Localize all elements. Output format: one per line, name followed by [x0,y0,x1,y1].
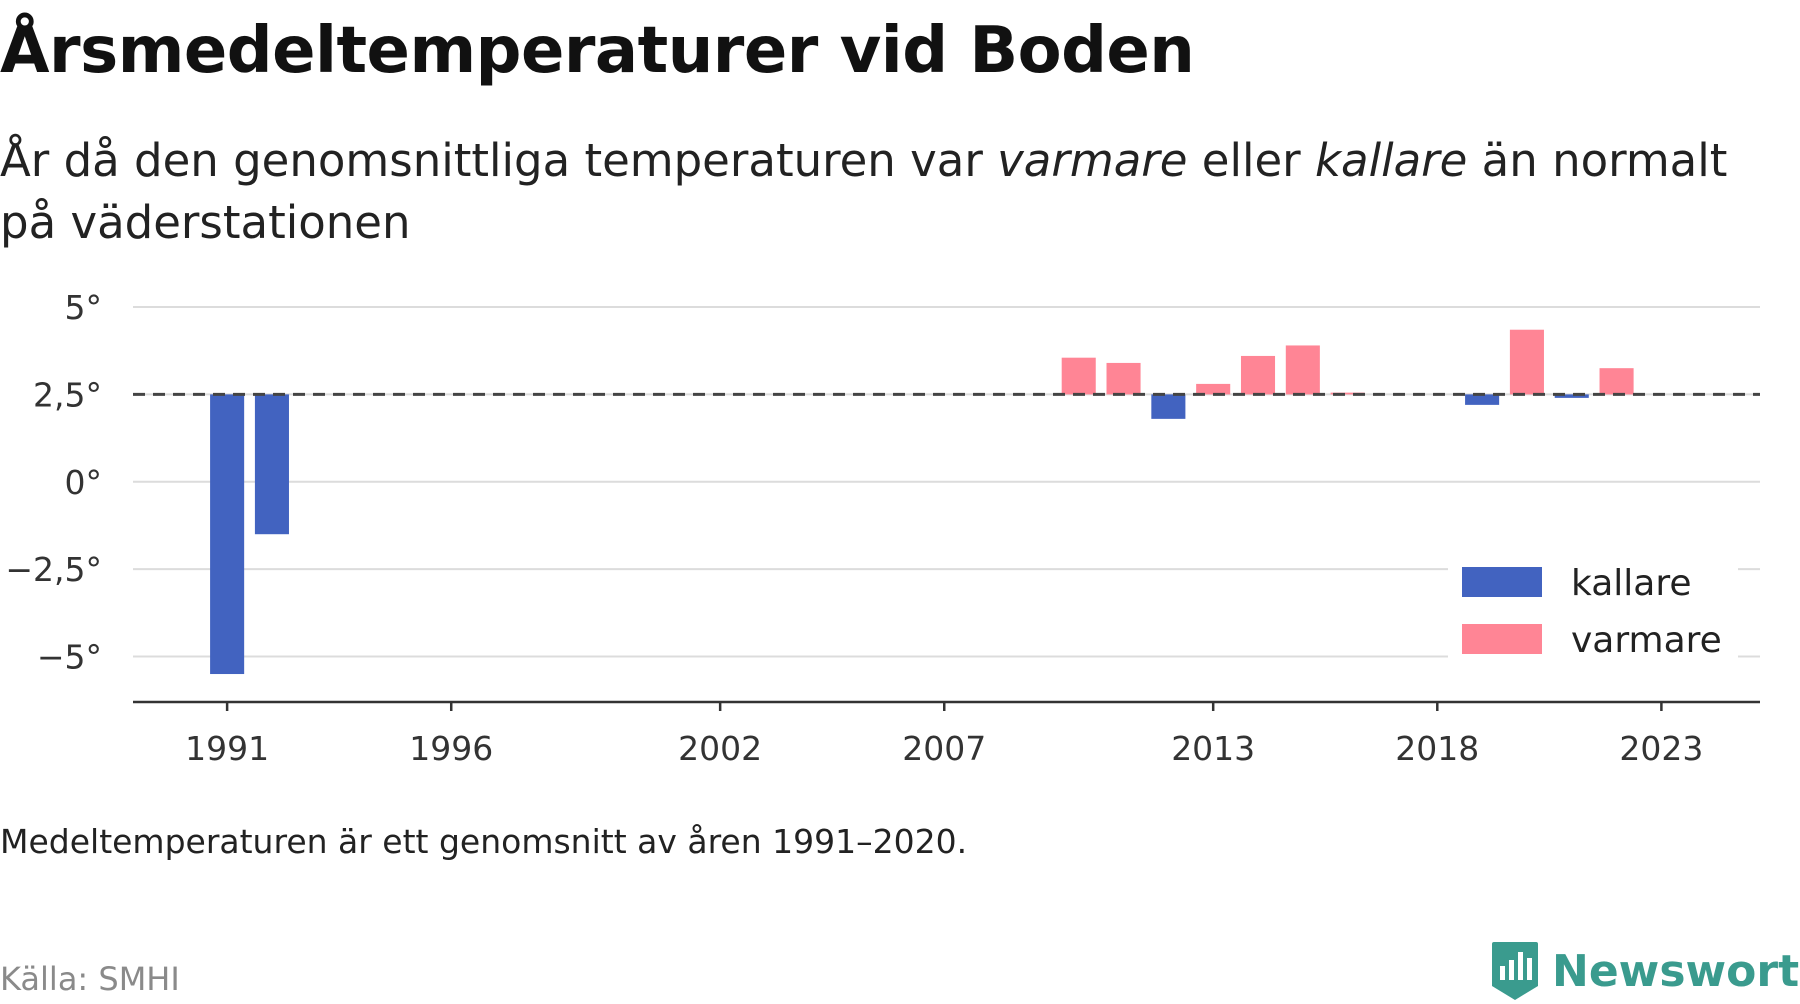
legend-label-kallare: kallare [1571,563,1692,604]
bar-2021 [1554,394,1589,398]
x-tick-label: 2013 [1171,729,1255,768]
source-credit: Källa: SMHI [0,960,180,998]
chart-subtitle: År då den genomsnittliga temperaturen va… [0,130,1780,254]
legend-label-varmare: varmare [1571,620,1722,661]
subtitle-text-1: År då den genomsnittliga temperaturen va… [0,134,998,187]
bar-2022 [1599,368,1634,395]
bar-1992 [254,394,289,535]
x-axis: 1991 1996 2002 2007 2013 2018 2023 [133,700,1760,768]
newsworthy-wordmark: Newsworthy [1552,945,1800,997]
y-axis-labels: 5° 2,5° 0° −2,5° −5° [5,288,102,677]
x-tick-label: 1996 [409,729,493,768]
footnote: Medeltemperaturen är ett genomsnitt av å… [0,822,968,861]
y-tick-label: 5° [65,288,103,327]
bar-2015 [1285,345,1320,395]
bar-1991 [210,394,245,675]
legend-swatch-kallare [1462,567,1542,597]
bar-2010 [1061,357,1096,395]
y-tick-label: 0° [65,463,103,502]
chart-title: Årsmedeltemperaturer vid Boden [0,14,1195,88]
legend: kallare varmare [1448,556,1738,668]
subtitle-text-3: än normalt på väderstationen [0,134,1728,249]
bar-2019 [1465,394,1500,405]
x-tick-label: 2023 [1619,729,1703,768]
subtitle-emphasis-varmare: varmare [997,134,1188,187]
bars [210,329,1634,675]
y-tick-label: −5° [37,638,102,677]
bar-2013 [1196,383,1231,395]
newsworthy-logo-icon [1492,942,1538,1000]
bar-2012 [1151,394,1186,419]
x-tick-label: 2007 [902,729,986,768]
bar-2016 [1330,392,1365,395]
newsworthy-logo[interactable]: Newsworthy [1490,938,1800,1004]
temperature-bar-chart: 1991 1996 2002 2007 2013 2018 2023 5° 2,5° 0° −2,… [5,288,1760,768]
bar-2014 [1240,355,1276,395]
x-tick-label: 2002 [678,729,762,768]
subtitle-emphasis-kallare: kallare [1314,134,1468,187]
x-tick-label: 2018 [1395,729,1479,768]
y-tick-label: −2,5° [5,550,102,589]
legend-swatch-varmare [1462,624,1542,654]
subtitle-text-2: eller [1187,134,1315,187]
bar-2011 [1106,362,1141,395]
bar-2020 [1509,329,1544,395]
y-tick-label: 2,5° [33,375,102,414]
x-tick-label: 1991 [185,729,269,768]
